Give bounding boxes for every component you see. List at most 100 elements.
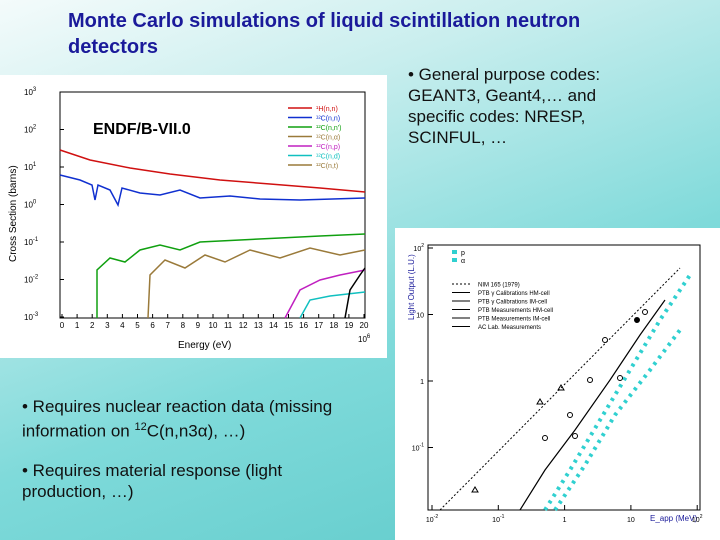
- base: 10: [692, 517, 700, 524]
- base: 10: [24, 126, 33, 135]
- base: 1: [420, 379, 424, 386]
- legend-label: α: [461, 258, 465, 265]
- curve: [96, 233, 366, 318]
- exponent: -1: [420, 443, 425, 449]
- base: 1: [563, 517, 567, 524]
- x-tick-label: 9: [196, 321, 201, 330]
- base: 10: [426, 517, 434, 524]
- marker: [642, 309, 648, 315]
- x-tick-label: 16: [299, 321, 308, 330]
- curve: [147, 247, 366, 319]
- x-tick-label: 8: [181, 321, 186, 330]
- legend-label: PTB γ Calibrations HM-cell: [478, 291, 550, 297]
- curves: [59, 149, 366, 319]
- marker: [567, 412, 573, 418]
- x-tick-label: 2: [90, 321, 95, 330]
- exponent: 2: [33, 125, 37, 131]
- plot-frame: [427, 244, 701, 511]
- legend-label: ¹²C(n,n): [316, 116, 340, 123]
- marker: [572, 433, 578, 439]
- markers: [471, 309, 648, 493]
- x-tick-label: 1: [75, 321, 80, 330]
- base: 10: [416, 313, 424, 320]
- marker: [634, 317, 640, 323]
- exponent: -1: [33, 237, 39, 243]
- x-multiplier: 106: [358, 334, 371, 344]
- tick-label: 10: [416, 313, 424, 320]
- legend-label: NIM 165 (1979): [478, 283, 520, 289]
- x-axis-label: Energy (eV): [178, 340, 231, 351]
- base: 10: [24, 276, 33, 285]
- base: 10: [492, 517, 500, 524]
- x-tick-label: 4: [120, 321, 125, 330]
- legend-label: p: [461, 250, 465, 257]
- exponent: 2: [700, 514, 703, 520]
- legend-label: ¹²C(n,p): [316, 144, 340, 151]
- curve: [284, 269, 366, 319]
- legend-label: ¹H(n,n): [316, 106, 338, 113]
- curve: [344, 267, 366, 319]
- legend-label: ¹²C(n,t): [316, 163, 338, 170]
- figure-background: [395, 228, 720, 540]
- x-tick-label: 17: [314, 321, 323, 330]
- bullet: • Requires material response (light prod…: [22, 461, 283, 501]
- x-tick-label: 15: [284, 321, 293, 330]
- tick-label: 102: [413, 243, 424, 253]
- legend-label: AC Lab. Measurements: [478, 325, 541, 331]
- curve: [439, 267, 681, 511]
- curve: [553, 328, 682, 512]
- y-axis-label: Light Output (L.U.): [407, 254, 416, 320]
- base: 10: [412, 446, 420, 453]
- marker: [471, 384, 565, 493]
- exponent: 0: [33, 200, 37, 206]
- curve: [519, 299, 666, 511]
- x-tick-label: 12: [239, 321, 248, 330]
- marker: [617, 375, 623, 381]
- base: 10: [413, 246, 421, 253]
- tick-label: 10-2: [24, 275, 39, 285]
- legend-label: PTB Measurements IM-cell: [478, 317, 550, 323]
- exponent: 2: [421, 243, 424, 249]
- legend-swatch: [452, 258, 457, 262]
- tick-label: 102: [692, 514, 703, 524]
- x-tick-label: 19: [344, 321, 353, 330]
- base: 10: [627, 517, 635, 524]
- x-tick-label: 18: [329, 321, 338, 330]
- legend-swatch: [452, 250, 457, 254]
- x-axis-label: E_app (MeV): [650, 514, 697, 523]
- exponent: -2: [434, 514, 439, 520]
- tick-label: 1: [563, 517, 567, 524]
- tick-label: 103: [24, 87, 37, 97]
- base: 10: [24, 88, 33, 97]
- x-tick-label: 11: [224, 321, 233, 330]
- x-tick-label: 14: [269, 321, 278, 330]
- curve: [59, 174, 366, 208]
- curves: [439, 250, 692, 512]
- tick-label: 102: [24, 125, 37, 135]
- base: 10: [24, 163, 33, 172]
- x-tick-label: 20: [360, 321, 369, 330]
- plot-label: ENDF/B-VII.0: [93, 121, 191, 138]
- slide-title: Monte Carlo simulations of liquid scinti…: [68, 10, 581, 58]
- tick-label: 101: [24, 162, 37, 172]
- y-axis-label: Cross Section (barns): [8, 165, 19, 262]
- x-tick-label: 10: [209, 321, 218, 330]
- legend-label: ¹²C(n,d): [316, 154, 340, 161]
- exponent: -3: [33, 312, 39, 318]
- base: 10: [24, 313, 33, 322]
- exponent: -2: [33, 275, 39, 281]
- tick-label: 10-1: [412, 443, 424, 453]
- x-tick-label: 5: [135, 321, 140, 330]
- legend-label: PTB Measurements HM-cell: [478, 308, 553, 314]
- exponent: 6: [367, 334, 371, 340]
- exponent: 1: [33, 162, 37, 168]
- tick-label: 10-2: [426, 514, 438, 524]
- x-tick-label: 0: [60, 321, 65, 330]
- text: ), …): [207, 421, 246, 441]
- legend-label: ¹²C(n,n'): [316, 125, 341, 132]
- tick-label: 10-1: [24, 237, 39, 247]
- marker: [587, 377, 593, 383]
- exponent: -1: [500, 514, 505, 520]
- text: • Requires nuclear reaction data (missin…: [22, 397, 333, 441]
